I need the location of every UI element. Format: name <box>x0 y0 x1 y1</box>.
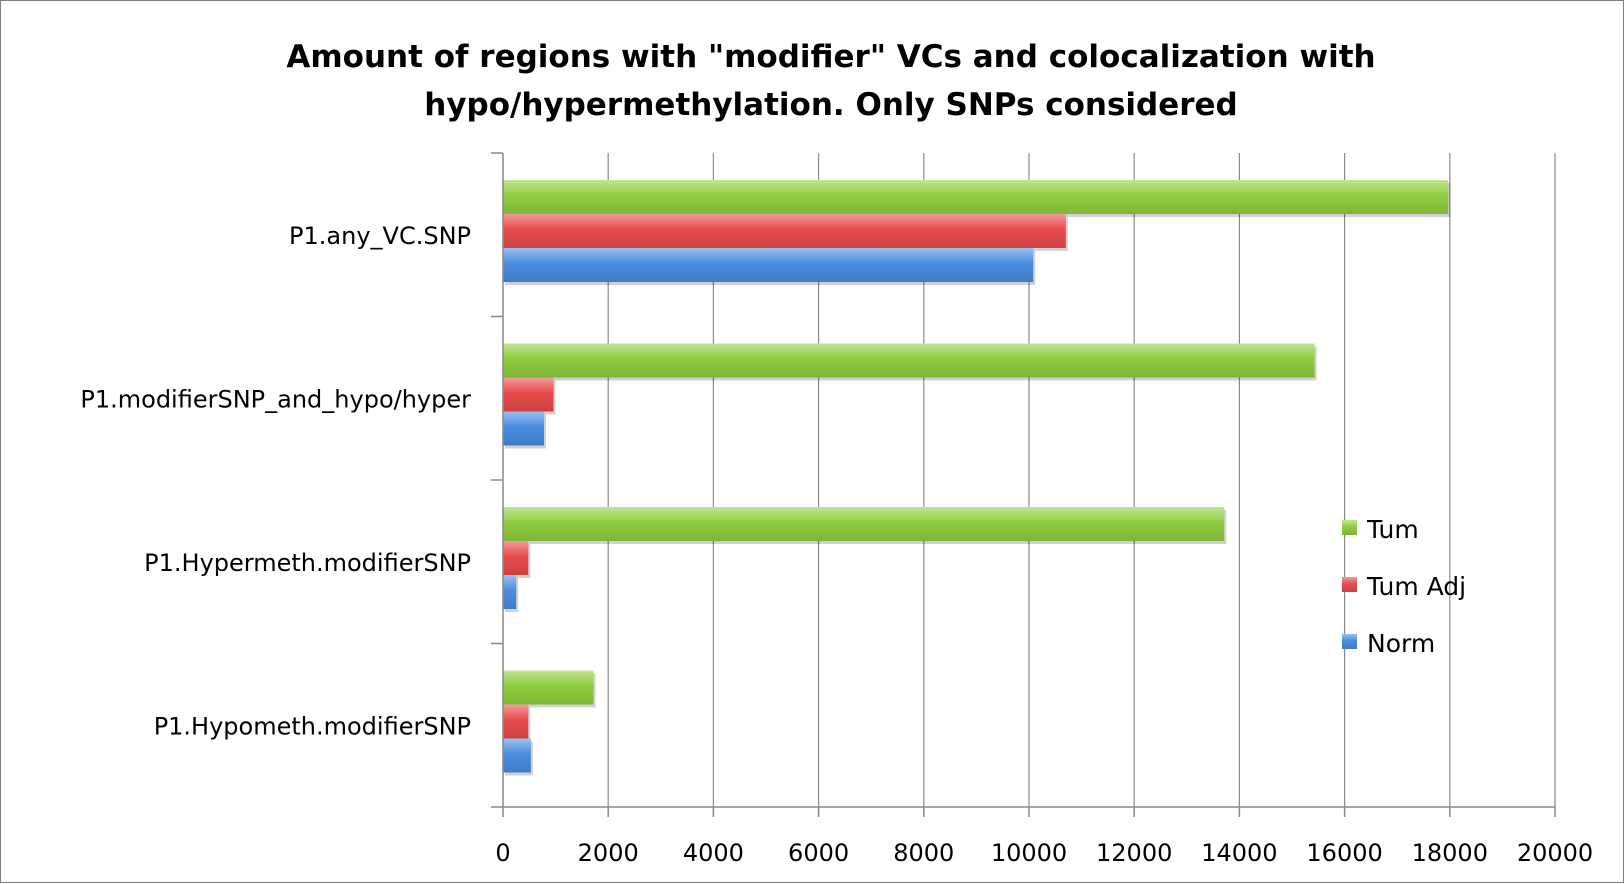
x-tick-label-10000: 10000 <box>991 839 1067 867</box>
bar-norm-p1-any-vc-snp <box>503 248 1034 282</box>
bar-norm-p1-hypometh-modifiersnp <box>503 738 531 773</box>
x-tick-label-12000: 12000 <box>1096 839 1172 867</box>
chart-title-line-1: Amount of regions with "modifier" VCs an… <box>286 39 1375 75</box>
legend-swatch-tum <box>1342 520 1357 535</box>
category-labels: P1.any_VC.SNP P1.modifierSNP_and_hypo/hyp… <box>80 222 471 741</box>
bar-tum-adj-p1-modifiersnp-and-hypo-hyper <box>503 377 554 412</box>
bar-norm-p1-hypermeth-modifiersnp <box>503 575 517 609</box>
x-tick-label-2000: 2000 <box>578 839 639 867</box>
bar-tum-adj-p1-any-vc-snp <box>503 214 1066 248</box>
bars <box>503 180 1451 776</box>
bar-tum-adj-p1-hypermeth-modifiersnp <box>503 541 529 575</box>
x-tick-label-0: 0 <box>495 839 510 867</box>
x-tick-label-20000: 20000 <box>1517 839 1593 867</box>
x-tick-label-6000: 6000 <box>788 839 849 867</box>
bar-tum-p1-any-vc-snp <box>503 180 1449 214</box>
legend: Tum Tum Adj Norm <box>1342 515 1466 658</box>
category-label-p1-modifiersnp-and-hypo-hyper: P1.modifierSNP_and_hypo/hyper <box>80 385 471 413</box>
x-tick-labels: 0 2000 4000 6000 8000 10000 12000 14000 16000 180… <box>495 839 1593 867</box>
bar-tum-p1-hypometh-modifiersnp <box>503 670 594 705</box>
x-tick-label-18000: 18000 <box>1412 839 1488 867</box>
bar-tum-p1-hypermeth-modifiersnp <box>503 507 1225 541</box>
chart-title-line-2: hypo/hypermethylation. Only SNPs conside… <box>424 87 1238 123</box>
x-tick-label-14000: 14000 <box>1201 839 1277 867</box>
x-tick-label-4000: 4000 <box>683 839 744 867</box>
bar-tum-adj-p1-hypometh-modifiersnp <box>503 704 529 739</box>
category-label-p1-any-vc-snp: P1.any_VC.SNP <box>289 222 471 250</box>
legend-label-norm: Norm <box>1367 629 1435 658</box>
chart-title: Amount of regions with "modifier" VCs an… <box>286 39 1375 123</box>
category-label-p1-hypermeth-modifiersnp: P1.Hypermeth.modifierSNP <box>144 549 471 577</box>
axes <box>491 152 1556 817</box>
category-label-p1-hypometh-modifiersnp: P1.Hypometh.modifierSNP <box>154 712 471 740</box>
bar-tum-p1-modifiersnp-and-hypo-hyper <box>503 343 1315 378</box>
bar-norm-p1-modifiersnp-and-hypo-hyper <box>503 411 545 446</box>
legend-swatch-tum-adj <box>1342 577 1357 592</box>
legend-label-tum-adj: Tum Adj <box>1366 572 1466 601</box>
legend-swatch-norm <box>1342 634 1357 649</box>
x-tick-label-16000: 16000 <box>1306 839 1382 867</box>
legend-label-tum: Tum <box>1366 515 1419 544</box>
x-tick-label-8000: 8000 <box>893 839 954 867</box>
